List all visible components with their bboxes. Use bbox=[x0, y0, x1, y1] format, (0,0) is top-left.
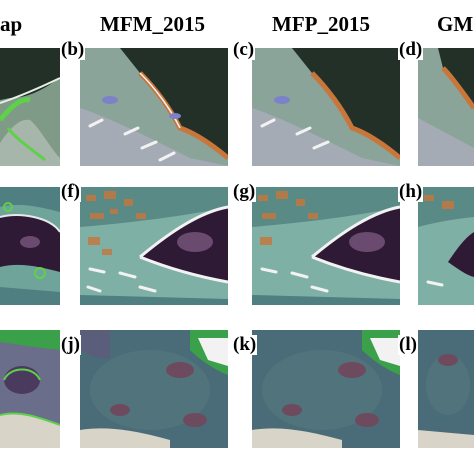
satellite-panel-f bbox=[80, 187, 228, 305]
satellite-panel-e bbox=[0, 187, 60, 305]
panel-label-h: (h) bbox=[398, 181, 424, 202]
satellite-panel-a bbox=[0, 48, 60, 166]
column-title-gm: GM bbox=[437, 12, 474, 36]
panel-label-k: (k) bbox=[232, 334, 258, 355]
column-title-mfm-2015: MFM_2015 bbox=[100, 12, 205, 36]
panel-label-b-outer: (b) bbox=[60, 39, 86, 60]
panel-label-l: (l) bbox=[398, 334, 418, 355]
column-title-mfp-2015: MFP_2015 bbox=[272, 12, 370, 36]
satellite-panel-b bbox=[80, 48, 228, 166]
panel-label-j: (j) bbox=[60, 334, 81, 355]
satellite-panel-k bbox=[252, 330, 400, 448]
satellite-panel-j bbox=[80, 330, 228, 448]
satellite-panel-c bbox=[252, 48, 400, 166]
satellite-panel-i bbox=[0, 330, 60, 448]
satellite-panel-g bbox=[252, 187, 400, 305]
column-title-map: ap bbox=[0, 12, 23, 36]
satellite-panel-d bbox=[418, 48, 474, 166]
panel-label-d: (d) bbox=[398, 39, 424, 60]
satellite-panel-h bbox=[418, 187, 474, 305]
panel-label-c: (c) bbox=[232, 39, 256, 60]
panel-label-f: (f) bbox=[60, 181, 81, 202]
satellite-panel-l bbox=[418, 330, 474, 448]
panel-label-g: (g) bbox=[232, 181, 257, 202]
